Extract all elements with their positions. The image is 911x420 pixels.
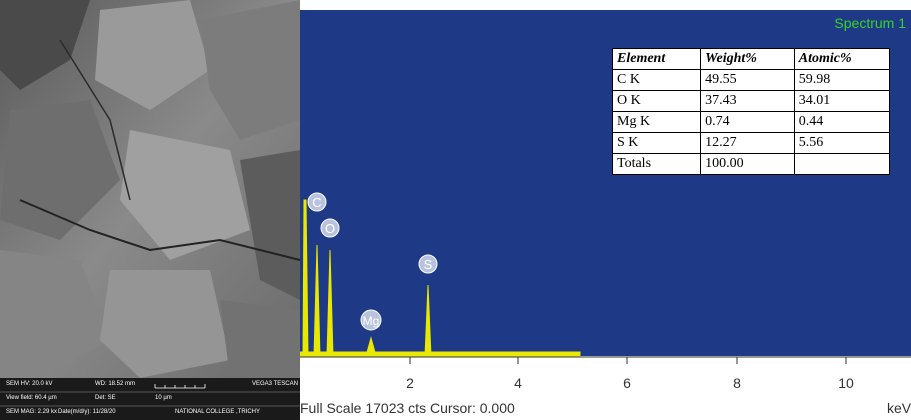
peak-label: C xyxy=(312,195,321,210)
sem-instrument: VEGA3 TESCAN xyxy=(252,381,298,387)
sem-scale: 10 µm xyxy=(155,395,172,401)
x-axis-label: 10 xyxy=(838,375,854,391)
x-axis-label: 2 xyxy=(406,375,414,391)
x-axis-unit: keV xyxy=(887,400,911,416)
spectrum-footer: Full Scale 17023 cts Cursor: 0.000 xyxy=(300,400,515,416)
table-cell: 12.27 xyxy=(701,133,795,154)
sem-mag: SEM MAG: 2.29 kx xyxy=(6,409,57,415)
table-cell: 37.43 xyxy=(701,91,795,112)
table-cell xyxy=(794,154,889,175)
header-cell: Weight% xyxy=(701,49,795,70)
table-cell: 0.44 xyxy=(794,112,889,133)
table-cell: 49.55 xyxy=(701,70,795,91)
header-cell: Element xyxy=(613,49,701,70)
table-cell: 100.00 xyxy=(701,154,795,175)
sem-view-field: View field: 60.4 µm xyxy=(6,395,57,401)
sem-detector: Det: SE xyxy=(95,395,116,401)
sem-lab: NATIONAL COLLEGE ,TRICHY xyxy=(175,409,260,415)
sem-date: Date(m/d/y): 11/28/20 xyxy=(58,409,116,415)
sem-hv: SEM HV: 20.0 kV xyxy=(6,381,52,387)
table-cell: Mg K xyxy=(613,112,701,133)
table-cell: 0.74 xyxy=(701,112,795,133)
sem-wd: WD: 18.52 mm xyxy=(95,381,135,387)
peak-label: S xyxy=(424,257,433,272)
x-axis-label: 4 xyxy=(514,375,522,391)
x-axis-label: 8 xyxy=(733,375,741,391)
sem-image xyxy=(0,0,300,420)
eds-spectrum: C O Mg S Spectrum 1 2 4 6 8 10 keV Full … xyxy=(300,0,911,420)
table-cell: 59.98 xyxy=(794,70,889,91)
table-cell: 34.01 xyxy=(794,91,889,112)
page: {"sem": {"hv": "SEM HV: 20.0 kV", "wd": … xyxy=(0,0,911,420)
x-axis-label: 6 xyxy=(623,375,631,391)
peak-label: O xyxy=(325,221,335,236)
table-cell: 5.56 xyxy=(794,133,889,154)
table-cell: O K xyxy=(613,91,701,112)
peak-label: Mg xyxy=(363,314,380,328)
spectrum-title: Spectrum 1 xyxy=(834,15,906,31)
table-cell: Totals xyxy=(613,154,701,175)
table-cell: S K xyxy=(613,133,701,154)
table-cell: C K xyxy=(613,70,701,91)
header-cell: Atomic% xyxy=(794,49,889,70)
